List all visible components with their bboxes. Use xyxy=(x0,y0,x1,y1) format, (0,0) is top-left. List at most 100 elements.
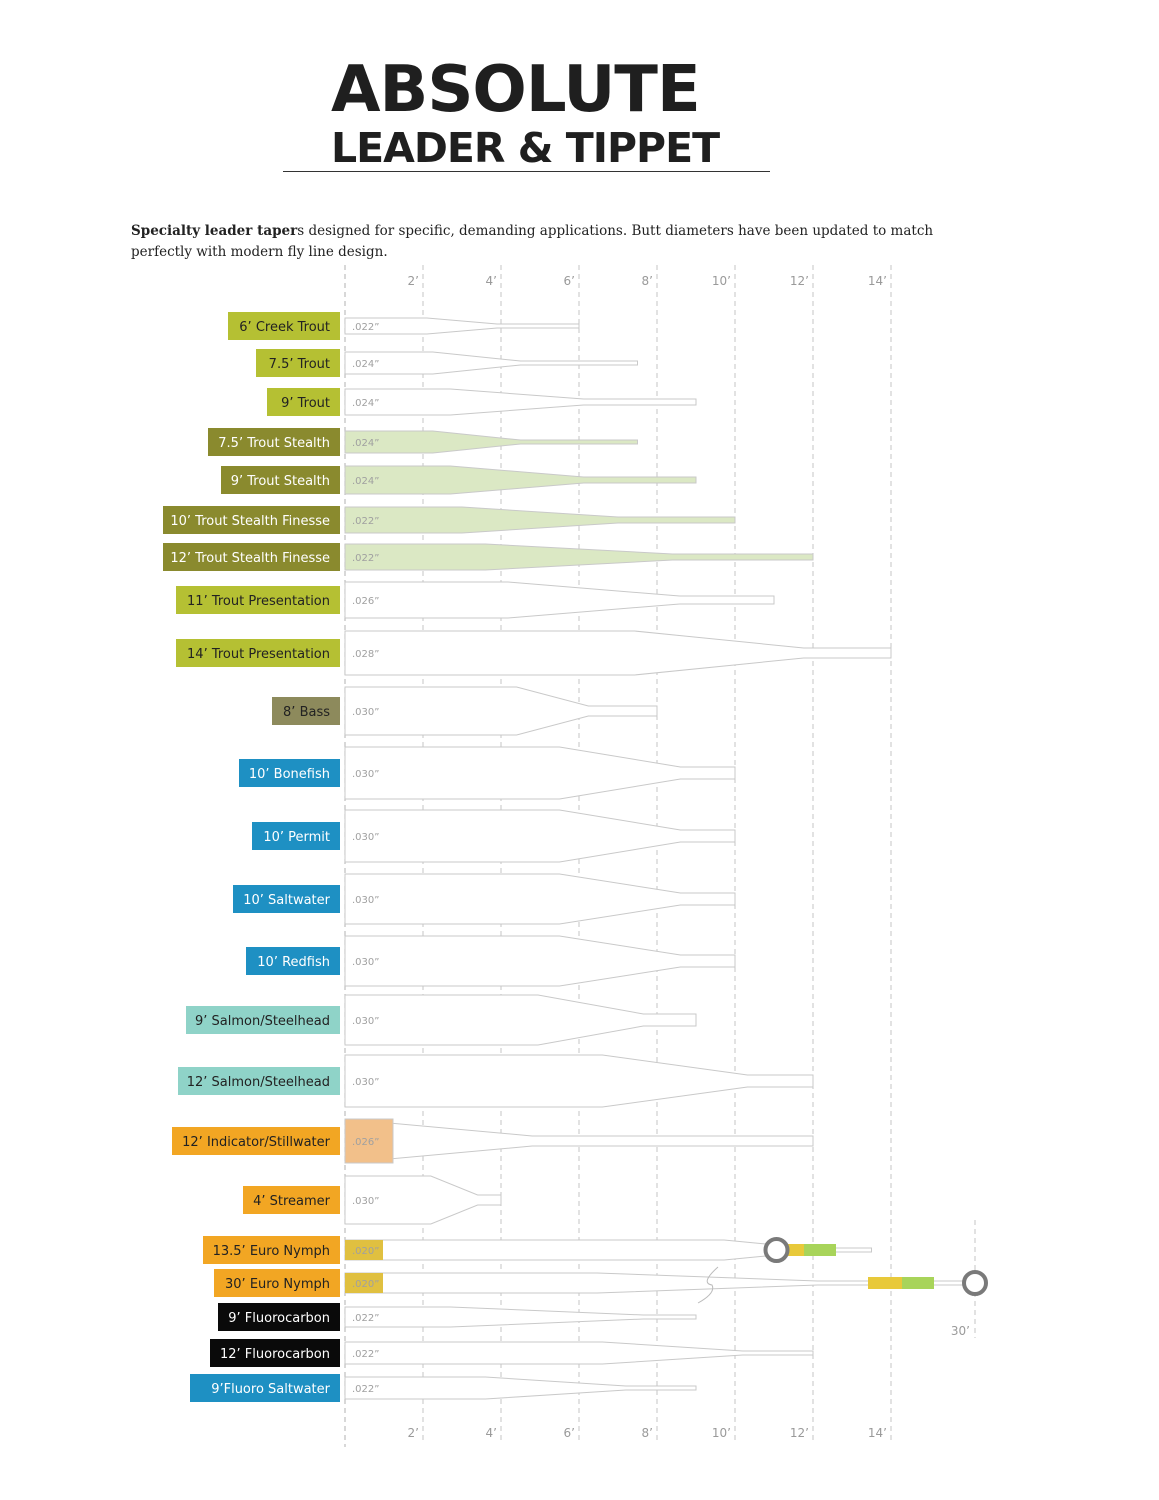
break-mark-icon xyxy=(697,1266,719,1304)
leader-label-box xyxy=(233,885,340,913)
euro-sighter-green xyxy=(902,1277,934,1289)
leader-label-box xyxy=(203,1236,340,1264)
intro-paragraph: Specialty leader tapers designed for spe… xyxy=(131,221,951,263)
leader-label: 14’ Trout Presentation xyxy=(187,647,330,662)
butt-diameter-label: .030” xyxy=(352,1016,379,1027)
leader-label: 10’ Redfish xyxy=(257,955,330,970)
butt-diameter-label: .022” xyxy=(352,1313,379,1324)
leader-label: 9’ Salmon/Steelhead xyxy=(195,1014,330,1029)
leader-shape xyxy=(344,506,736,534)
leader-label-box xyxy=(228,312,340,340)
tick-label-top: 8’ xyxy=(642,274,653,288)
tick-label-bottom: 2’ xyxy=(408,1426,419,1440)
intro-text: s designed for specific, demanding appli… xyxy=(131,223,934,260)
butt-diameter-label: .020” xyxy=(352,1279,379,1290)
leader-shape xyxy=(344,1175,502,1225)
leader-label: 9’ Trout xyxy=(281,396,330,411)
leader-label-box xyxy=(272,697,340,725)
leader-shape xyxy=(344,1054,814,1108)
leader-shape xyxy=(344,1306,697,1328)
indicator-butt-section xyxy=(344,1118,394,1164)
leader-shape xyxy=(344,994,697,1046)
leader-label-box xyxy=(178,1067,340,1095)
leader-label-box xyxy=(246,947,340,975)
butt-diameter-label: .022” xyxy=(352,1384,379,1395)
butt-diameter-label: .024” xyxy=(352,438,379,449)
tick-label-top: 10’ xyxy=(712,274,731,288)
tick-label-bottom: 6’ xyxy=(564,1426,575,1440)
leader-label: 9’ Fluorocarbon xyxy=(228,1311,330,1326)
leader-label-box xyxy=(214,1269,340,1297)
butt-diameter-label: .030” xyxy=(352,1196,379,1207)
leader-label-box xyxy=(190,1374,340,1402)
butt-diameter-label: .022” xyxy=(352,553,379,564)
leader-label: 10’ Trout Stealth Finesse xyxy=(170,514,330,529)
butt-diameter-label: .028” xyxy=(352,649,379,660)
tick-label-bottom: 4’ xyxy=(486,1426,497,1440)
tick-label-top: 6’ xyxy=(564,274,575,288)
leader-label: 13.5’ Euro Nymph xyxy=(213,1244,330,1259)
leader-label: 8’ Bass xyxy=(283,705,330,720)
leader-label: 4’ Streamer xyxy=(253,1194,331,1209)
leader-label-box xyxy=(186,1006,340,1034)
tick-label-bottom: 10’ xyxy=(712,1426,731,1440)
leader-shape xyxy=(344,873,736,925)
euro-butt-section xyxy=(345,1240,383,1260)
leader-label: 12’ Fluorocarbon xyxy=(220,1347,330,1362)
leader-label: 6’ Creek Trout xyxy=(239,320,330,335)
title-divider xyxy=(283,171,770,172)
leader-shape xyxy=(344,351,638,375)
butt-diameter-label: .022” xyxy=(352,516,379,527)
leader-shape xyxy=(344,630,892,676)
euro-sighter-green xyxy=(804,1244,836,1256)
butt-diameter-label: .022” xyxy=(352,322,379,333)
page-title: ABSOLUTE xyxy=(331,53,701,127)
butt-diameter-label: .026” xyxy=(352,1137,379,1148)
leader-label-box xyxy=(252,822,340,850)
butt-diameter-label: .030” xyxy=(352,832,379,843)
tick-label-top: 14’ xyxy=(868,274,887,288)
leader-label-box xyxy=(163,506,340,534)
leader-label-box xyxy=(239,759,340,787)
leader-label-box xyxy=(176,586,340,614)
tick-label-top: 12’ xyxy=(790,274,809,288)
tick-label-top: 2’ xyxy=(408,274,419,288)
leader-shape xyxy=(344,1239,872,1261)
euro-butt-section xyxy=(345,1273,383,1293)
tick-label-bottom: 8’ xyxy=(642,1426,653,1440)
leader-label: 7.5’ Trout xyxy=(269,357,330,372)
leader-label-box xyxy=(267,388,340,416)
leader-label: 10’ Saltwater xyxy=(243,893,330,908)
leader-shape xyxy=(344,581,775,619)
butt-diameter-label: .024” xyxy=(352,476,379,487)
leader-shape xyxy=(344,317,580,335)
butt-diameter-label: .020” xyxy=(352,1246,379,1257)
leader-shape xyxy=(344,746,736,800)
leader-label-box xyxy=(218,1303,340,1331)
butt-diameter-label: .024” xyxy=(352,398,379,409)
tippet-ring-icon xyxy=(962,1270,988,1296)
leader-label-box xyxy=(256,349,340,377)
tick-label-bottom: 12’ xyxy=(790,1426,809,1440)
tick-label-bottom: 14’ xyxy=(868,1426,887,1440)
leader-label: 10’ Bonefish xyxy=(249,767,330,782)
butt-diameter-label: .030” xyxy=(352,769,379,780)
leader-label-box xyxy=(243,1186,340,1214)
tick-label-30ft: 30’ xyxy=(951,1324,970,1338)
leader-label: 12’ Trout Stealth Finesse xyxy=(170,551,330,566)
butt-diameter-label: .024” xyxy=(352,359,379,370)
leader-shape xyxy=(344,1341,814,1365)
leader-shape xyxy=(344,1376,697,1400)
intro-bold: Specialty leader taper xyxy=(131,223,298,239)
leader-label: 30’ Euro Nymph xyxy=(225,1277,330,1292)
leader-label: 11’ Trout Presentation xyxy=(187,594,330,609)
leader-label: 9’ Trout Stealth xyxy=(231,474,330,489)
tippet-ring-icon xyxy=(763,1237,790,1263)
leader-label: 12’ Salmon/Steelhead xyxy=(187,1075,330,1090)
leader-shape xyxy=(344,543,814,571)
leader-shape xyxy=(344,465,697,495)
butt-diameter-label: .022” xyxy=(352,1349,379,1360)
leader-shape xyxy=(344,430,638,454)
leader-label-box xyxy=(210,1339,340,1367)
